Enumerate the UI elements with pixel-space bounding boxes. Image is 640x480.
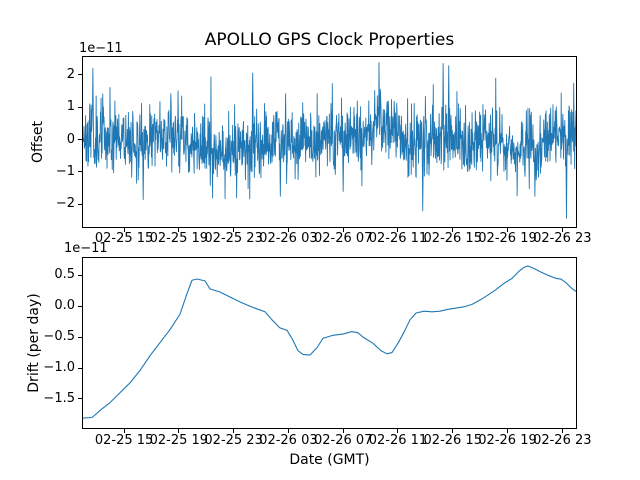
offset-y-tick-mark xyxy=(78,171,82,173)
offset-x-tick-label: 02-26 11 xyxy=(368,231,428,246)
offset-x-tick-mark xyxy=(561,228,563,232)
drift-y-tick-label: −1.5 xyxy=(43,390,75,406)
drift-y-tick-label: −1.0 xyxy=(43,359,75,375)
offset-x-tick-mark xyxy=(287,228,289,232)
drift-x-tick-label: 02-25 19 xyxy=(149,433,209,448)
offset-x-tick-label: 02-26 15 xyxy=(423,231,482,246)
drift-axis-scale-factor: 1e−11 xyxy=(64,241,108,256)
offset-series-line xyxy=(83,62,576,219)
drift-y-tick-mark xyxy=(78,398,82,400)
x-axis-label: Date (GMT) xyxy=(289,452,370,468)
drift-y-axis-label: Drift (per day) xyxy=(26,293,42,393)
drift-x-tick-label: 02-26 07 xyxy=(313,433,373,448)
drift-y-tick-label: −0.5 xyxy=(43,328,75,344)
offset-x-tick-label: 02-26 07 xyxy=(313,231,373,246)
offset-y-tick-mark xyxy=(78,203,82,205)
offset-y-tick-mark xyxy=(78,106,82,108)
drift-x-tick-mark xyxy=(507,429,509,433)
offset-x-tick-mark xyxy=(123,228,125,232)
drift-y-tick-mark xyxy=(78,336,82,338)
offset-x-tick-label: 02-26 23 xyxy=(533,231,592,246)
drift-x-tick-mark xyxy=(123,429,125,433)
offset-plot-area xyxy=(82,56,577,228)
offset-x-tick-mark xyxy=(507,228,509,232)
offset-y-tick-label: −2 xyxy=(55,196,75,212)
drift-x-tick-mark xyxy=(233,429,235,433)
drift-y-tick-mark xyxy=(78,274,82,276)
offset-series-canvas xyxy=(83,62,576,219)
chart-title: APOLLO GPS Clock Properties xyxy=(204,30,455,50)
drift-y-tick-label: 0.0 xyxy=(54,298,75,314)
drift-x-tick-mark xyxy=(452,429,454,433)
offset-y-tick-label: 1 xyxy=(66,99,75,115)
drift-x-tick-mark xyxy=(397,429,399,433)
offset-x-tick-mark xyxy=(397,228,399,232)
drift-plot-area xyxy=(82,257,577,429)
offset-y-tick-mark xyxy=(78,74,82,76)
offset-x-tick-label: 02-26 19 xyxy=(478,231,537,246)
offset-x-tick-mark xyxy=(178,228,180,232)
offset-x-tick-mark xyxy=(342,228,344,232)
drift-x-tick-mark xyxy=(561,429,563,433)
drift-x-tick-label: 02-26 11 xyxy=(368,433,428,448)
drift-x-tick-mark xyxy=(342,429,344,433)
offset-y-axis-label: Offset xyxy=(30,120,46,164)
drift-series-line xyxy=(83,265,576,419)
offset-x-tick-label: 02-25 23 xyxy=(204,231,263,246)
offset-axis-scale-factor: 1e−11 xyxy=(79,41,123,56)
drift-y-tick-mark xyxy=(78,305,82,307)
offset-x-tick-mark xyxy=(233,228,235,232)
drift-x-tick-label: 02-26 03 xyxy=(259,433,318,448)
offset-y-tick-label: 2 xyxy=(66,66,75,82)
drift-x-tick-label: 02-25 23 xyxy=(204,433,263,448)
offset-x-tick-label: 02-26 03 xyxy=(259,231,318,246)
drift-y-tick-label: 0.5 xyxy=(54,267,75,283)
drift-x-tick-mark xyxy=(178,429,180,433)
offset-y-tick-label: −1 xyxy=(55,163,75,179)
drift-x-tick-label: 02-26 23 xyxy=(533,433,592,448)
drift-y-tick-mark xyxy=(78,367,82,369)
offset-x-tick-label: 02-25 15 xyxy=(94,231,154,246)
drift-series-canvas xyxy=(83,265,576,419)
drift-x-tick-label: 02-26 19 xyxy=(478,433,537,448)
offset-x-tick-mark xyxy=(452,228,454,232)
offset-y-tick-label: 0 xyxy=(66,131,75,147)
drift-x-tick-mark xyxy=(287,429,289,433)
offset-x-tick-label: 02-25 19 xyxy=(149,231,209,246)
drift-x-tick-label: 02-26 15 xyxy=(423,433,482,448)
offset-y-tick-mark xyxy=(78,139,82,141)
drift-x-tick-label: 02-25 15 xyxy=(94,433,154,448)
